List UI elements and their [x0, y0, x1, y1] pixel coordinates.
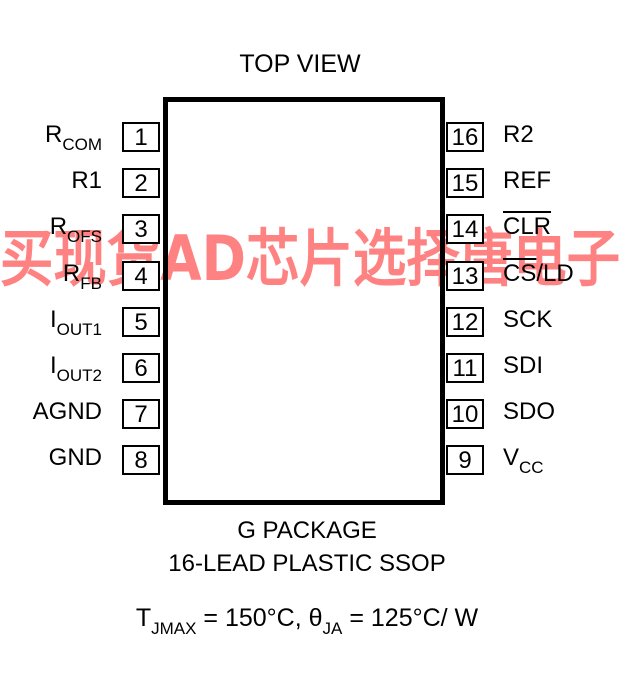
pin-label-13: CS/LD — [503, 259, 574, 289]
pin-label-2: R1 — [0, 166, 102, 196]
pin-label-9: VCC — [503, 443, 544, 478]
pin-name-overlined: CS — [503, 259, 537, 287]
pin-label-11: SDI — [503, 351, 543, 381]
pin-name-subscript: OFS — [67, 227, 102, 247]
pin-1: 1 — [122, 122, 160, 152]
pin-name: R — [49, 213, 68, 241]
ic-package-body — [163, 97, 445, 505]
pin-name: I — [49, 305, 57, 333]
pin-label-4: RFB — [0, 259, 102, 293]
package-description: 16-LEAD PLASTIC SSOP — [168, 550, 446, 577]
pin-name: R — [44, 121, 63, 148]
pin-name: R — [62, 259, 81, 287]
pin-label-12: SCK — [503, 305, 552, 335]
pin-name: AGND — [32, 398, 102, 426]
thermal-spec: TJMAX = 150°C, θJA = 125°C/ W — [0, 604, 614, 638]
pin-3: 3 — [122, 214, 160, 245]
pin-name-subscript: CC — [519, 458, 544, 478]
pin-label-5: IOUT1 — [0, 305, 102, 339]
diagram-title: TOP VIEW — [239, 50, 361, 78]
pin-5: 5 — [122, 306, 160, 337]
pin-name: GND — [48, 444, 102, 472]
pin-name-overlined: CLR — [503, 213, 552, 241]
pin-6: 6 — [122, 353, 160, 383]
pin-name: REF — [503, 167, 551, 195]
pin-8: 8 — [122, 445, 160, 476]
pin-name: SDI — [503, 352, 544, 379]
pin-name: V — [503, 444, 520, 472]
pin-label-15: REF — [503, 166, 551, 196]
theta-symbol: θ — [308, 604, 323, 632]
pin-label-6: IOUT2 — [0, 351, 102, 385]
pin-11: 11 — [446, 353, 484, 383]
pin-name: R1 — [71, 167, 102, 195]
pin-name-rest: /LD — [536, 259, 574, 287]
pin-name-subscript: OUT2 — [56, 366, 102, 385]
pin-16: 16 — [446, 122, 484, 152]
pin-2: 2 — [122, 168, 160, 199]
pin-label-14: CLR — [503, 212, 551, 242]
pin-name-subscript: OUT1 — [56, 319, 102, 339]
pin-9: 9 — [446, 445, 484, 476]
pin-10: 10 — [446, 399, 484, 430]
pin-14: 14 — [446, 214, 484, 245]
pin-name: R2 — [503, 121, 534, 148]
pin-label-7: AGND — [0, 397, 102, 427]
pin-label-8: GND — [0, 443, 102, 473]
t-subscript: JMAX — [151, 619, 197, 638]
pin-name: SDO — [503, 398, 556, 426]
pin-name: SCK — [503, 305, 553, 333]
pin-label-1: RCOM — [0, 120, 102, 154]
pin-15: 15 — [446, 168, 484, 199]
theta-subscript: JA — [322, 619, 343, 638]
pin-12: 12 — [446, 306, 484, 337]
pin-name-subscript: COM — [62, 135, 102, 154]
t-symbol: T — [135, 604, 152, 632]
pin-name: I — [49, 352, 57, 379]
pin-7: 7 — [122, 399, 160, 430]
pin-label-3: ROFS — [0, 212, 102, 247]
theta-value: = 125°C/ W — [342, 604, 479, 632]
pin-name-subscript: FB — [80, 273, 102, 293]
package-name: G PACKAGE — [237, 517, 377, 544]
t-value: = 150°C, — [196, 604, 309, 632]
pin-label-10: SDO — [503, 397, 555, 427]
pin-13: 13 — [446, 260, 484, 291]
pin-4: 4 — [122, 260, 160, 291]
pin-label-16: R2 — [503, 120, 534, 150]
